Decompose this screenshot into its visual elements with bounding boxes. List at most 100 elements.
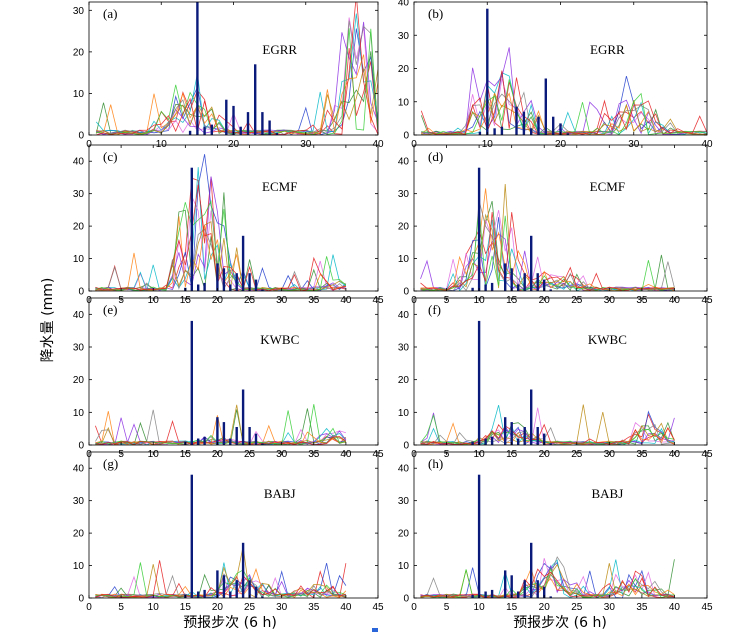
panel-label: (g) (103, 456, 118, 471)
observation-bar (477, 474, 481, 598)
ensemble-member-line (420, 404, 675, 445)
x-tick-label: 5 (444, 602, 450, 613)
x-tick-label: 30 (628, 139, 640, 150)
observation-bar (510, 422, 513, 445)
observation-bar (493, 128, 496, 135)
observation-bar (254, 279, 258, 291)
observation-bar (510, 575, 513, 598)
y-tick-label: 30 (398, 343, 410, 354)
y-tick-label: 0 (78, 441, 84, 452)
ensemble-member-line (420, 200, 675, 291)
observation-bar (203, 436, 206, 445)
x-axis-label-right: 预报步次 (6 h) (513, 615, 607, 631)
observation-bar (197, 591, 200, 598)
plot-frame (413, 297, 708, 446)
panel-h: 0 5 10 15 20 25 30 35 40 45 0 10 20 30 40 (h) BABJ (398, 451, 713, 613)
observation-bar (549, 443, 552, 445)
ensemble-traces (95, 2, 378, 135)
ensemble-traces (95, 154, 347, 291)
observation-bars (188, 2, 279, 135)
y-tick-label: 30 (73, 6, 85, 17)
y-tick-label: 10 (398, 408, 410, 419)
observation-bar (484, 591, 487, 598)
observation-bar (268, 120, 271, 135)
x-tick-label: 35 (308, 602, 320, 613)
observation-bar (537, 116, 540, 135)
observation-bar (536, 580, 539, 598)
x-tick-label: 0 (411, 602, 417, 613)
panel-g: 0 5 10 15 20 25 30 35 40 45 0 10 20 30 40 (g) BABJ (73, 451, 384, 613)
ensemble-member-line (421, 72, 707, 135)
ensemble-member-line (421, 47, 707, 135)
ensemble-traces (420, 183, 675, 291)
observation-bar (517, 591, 520, 598)
x-tick-label: 20 (539, 602, 551, 613)
observation-bar (504, 417, 507, 445)
observation-bar (254, 64, 257, 135)
x-tick-label: 15 (180, 602, 192, 613)
ensemble-traces (95, 546, 347, 598)
panel-label: (d) (428, 149, 443, 164)
page-marker (372, 628, 378, 632)
observation-bar (530, 235, 533, 291)
observation-bar (261, 596, 264, 598)
ensemble-member-line (420, 188, 675, 291)
observation-bar (229, 591, 232, 598)
y-tick-label: 20 (398, 375, 410, 386)
observation-bar (261, 443, 264, 445)
observation-bar (490, 436, 494, 445)
panel-label: (b) (428, 6, 443, 21)
y-tick-label: 0 (403, 287, 409, 298)
y-tick-label: 0 (78, 131, 84, 142)
y-tick-label: 10 (73, 408, 85, 419)
center-name: ECMF (262, 179, 297, 194)
x-tick-label: 40 (372, 139, 384, 150)
observation-bar (484, 284, 487, 291)
y-tick-label: 20 (73, 47, 85, 58)
x-tick-label: 25 (571, 602, 583, 613)
observation-bar (515, 106, 518, 135)
y-tick-label: 10 (73, 89, 85, 100)
ensemble-member-line (95, 184, 347, 291)
observation-bar (510, 268, 513, 291)
y-tick-label: 0 (78, 594, 84, 605)
observation-bar (248, 273, 251, 291)
y-tick-label: 40 (73, 464, 85, 475)
x-tick-label: 40 (669, 602, 681, 613)
observation-bar (235, 427, 238, 445)
ensemble-traces (95, 404, 347, 445)
x-tick-label: 30 (604, 602, 616, 613)
observation-bar (232, 105, 235, 135)
x-tick-label: 30 (276, 602, 288, 613)
x-tick-label: 10 (474, 602, 486, 613)
ensemble-member-line (420, 200, 675, 291)
observation-bar (536, 427, 539, 445)
center-name: BABJ (264, 486, 296, 501)
observation-bars (184, 320, 264, 445)
plot-frame (88, 144, 379, 292)
plot-frame (88, 297, 379, 446)
observation-bars (184, 167, 264, 291)
ensemble-member-line (420, 558, 675, 598)
observation-bar (504, 570, 507, 598)
y-axis-label: 降水量 (mm) (40, 278, 56, 363)
observation-bar (203, 589, 206, 598)
ensemble-member-line (421, 72, 707, 135)
observation-bar (225, 99, 228, 135)
center-name: EGRR (262, 42, 297, 57)
ensemble-member-line (95, 560, 347, 598)
x-tick-label: 0 (86, 139, 92, 150)
observation-bar (190, 167, 193, 291)
observation-bar (222, 575, 226, 598)
ensemble-member-line (95, 546, 346, 598)
x-tick-label: 30 (300, 139, 312, 150)
x-tick-label: 0 (86, 602, 92, 613)
center-name: KWBC (588, 332, 627, 347)
observation-bar (543, 586, 546, 598)
ensemble-member-line (420, 568, 675, 598)
observation-bar (248, 427, 251, 445)
